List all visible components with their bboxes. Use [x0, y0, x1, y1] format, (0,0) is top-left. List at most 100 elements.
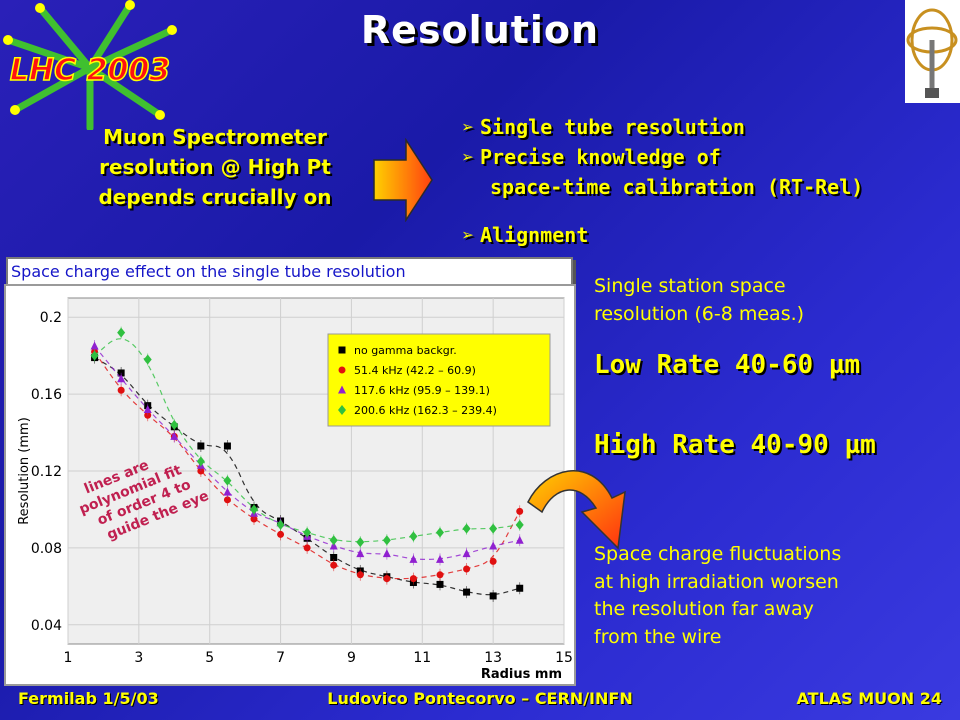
station-line: resolution (6-8 meas.): [594, 302, 805, 325]
data-point: [170, 431, 179, 440]
data-point: [462, 523, 471, 534]
data-point: [462, 549, 471, 558]
atlas-logo: [905, 0, 960, 103]
intro-line: resolution @ High Pt: [99, 155, 331, 179]
fluctuation-text: Space charge fluctuations at high irradi…: [594, 541, 841, 651]
data-point: [515, 535, 524, 544]
data-point: [516, 507, 524, 515]
data-point: [516, 584, 524, 592]
slide-title: Resolution: [360, 8, 600, 52]
fluctuation-line: the resolution far away: [594, 598, 814, 621]
x-tick-label: 7: [276, 650, 285, 666]
footer-left: Fermilab 1/5/03: [18, 689, 159, 708]
x-tick-label: 11: [413, 650, 431, 666]
data-point: [329, 535, 338, 546]
bullet-arrow-icon: ➢: [462, 115, 475, 139]
x-tick-label: 9: [347, 650, 356, 666]
data-point: [463, 588, 471, 596]
data-point: [197, 442, 205, 450]
right-arrow-icon: [373, 138, 433, 222]
bullet-item: ➢ Single tube resolution: [462, 112, 932, 142]
data-point: [409, 554, 418, 563]
y-tick-label: 0.08: [31, 541, 62, 557]
data-point: [276, 519, 285, 530]
data-point: [489, 557, 497, 565]
data-point: [356, 537, 365, 548]
fluctuation-line: at high irradiation worsen: [594, 570, 839, 593]
intro-line: depends crucially on: [98, 185, 332, 209]
chart-caption: Space charge effect on the single tube r…: [6, 257, 573, 287]
data-point: [436, 527, 444, 538]
legend-marker: [338, 346, 346, 354]
legend-label: 51.4 kHz (42.2 – 60.9): [354, 364, 476, 377]
data-point: [303, 544, 311, 552]
data-point: [223, 487, 232, 496]
data-point: [383, 575, 391, 583]
data-point: [356, 571, 364, 579]
legend-label: no gamma backgr.: [354, 344, 457, 357]
y-tick-label: 0.12: [31, 464, 62, 480]
fluctuation-line: from the wire: [594, 625, 722, 648]
curved-arrow-icon: [527, 470, 626, 550]
x-tick-label: 13: [484, 650, 502, 666]
lhc-2003-logo: LHC 2003: [3, 0, 177, 130]
data-point: [223, 442, 231, 450]
data-point: [117, 386, 125, 394]
data-point: [489, 523, 498, 534]
data-point: [196, 456, 205, 467]
y-tick-label: 0.16: [31, 387, 62, 403]
x-tick-label: 3: [134, 650, 143, 666]
y-tick-label: 0.2: [40, 310, 62, 326]
intro-text: Muon Spectrometer resolution @ High Pt d…: [70, 122, 360, 212]
data-point: [117, 374, 126, 383]
data-point: [90, 341, 99, 350]
resolution-plot-frame: 1 3 5 7 9 11 13 15 0.04 0.08 0.12 0.16 0.2 Radius mm R…: [4, 284, 576, 686]
bullet-item: ➢ Alignment: [462, 220, 932, 250]
data-point: [463, 565, 471, 573]
legend-marker: [338, 366, 346, 374]
high-rate-value: High Rate 40-90 µm: [594, 430, 876, 460]
data-point: [436, 554, 444, 563]
bullet-arrow-icon: ➢: [462, 145, 475, 169]
station-text: Single station space resolution (6-8 mea…: [594, 273, 804, 328]
x-tick-label: 15: [555, 650, 573, 666]
data-point: [330, 554, 338, 561]
y-axis-label: Resolution (mm): [17, 417, 32, 525]
data-point: [223, 475, 232, 486]
data-point: [436, 571, 444, 579]
series-fit-line: [94, 345, 520, 561]
data-point: [382, 535, 391, 546]
low-rate-value: Low Rate 40-60 µm: [594, 350, 861, 380]
bullet-arrow-icon: ➢: [462, 223, 475, 247]
data-point: [409, 531, 418, 542]
legend-box: [327, 333, 551, 427]
data-point: [143, 404, 152, 413]
data-point: [143, 354, 152, 365]
bullet-item: ➢ Precise knowledge of: [462, 142, 932, 172]
series-fit-line: [94, 351, 521, 580]
bullet-list: ➢ Single tube resolution ➢ Precise knowled…: [462, 112, 932, 250]
legend-marker: [338, 385, 346, 394]
footer: Fermilab 1/5/03 Ludovico Pontecorvo – CE…: [0, 686, 960, 716]
data-point: [223, 496, 231, 504]
data-point: [250, 504, 258, 515]
intro-line: Muon Spectrometer: [103, 125, 327, 149]
data-point: [170, 419, 179, 430]
data-point: [489, 592, 497, 600]
data-point: [90, 350, 99, 361]
data-point: [303, 527, 312, 538]
data-point: [117, 327, 126, 338]
legend-label: 117.6 kHz (95.9 – 139.1): [354, 384, 490, 397]
data-point: [277, 530, 285, 538]
data-point: [356, 549, 365, 558]
lhc-logo-text: LHC 2003: [10, 53, 170, 88]
fluctuation-line: Space charge fluctuations: [594, 543, 842, 565]
data-point: [330, 561, 338, 569]
y-tick-label: 0.04: [31, 618, 62, 634]
x-tick-label: 5: [205, 650, 214, 666]
footer-right: ATLAS MUON 24: [796, 689, 942, 708]
legend-marker: [338, 405, 346, 415]
legend-label: 200.6 kHz (162.3 – 239.4): [354, 404, 497, 417]
x-tick-label: 1: [64, 650, 73, 666]
